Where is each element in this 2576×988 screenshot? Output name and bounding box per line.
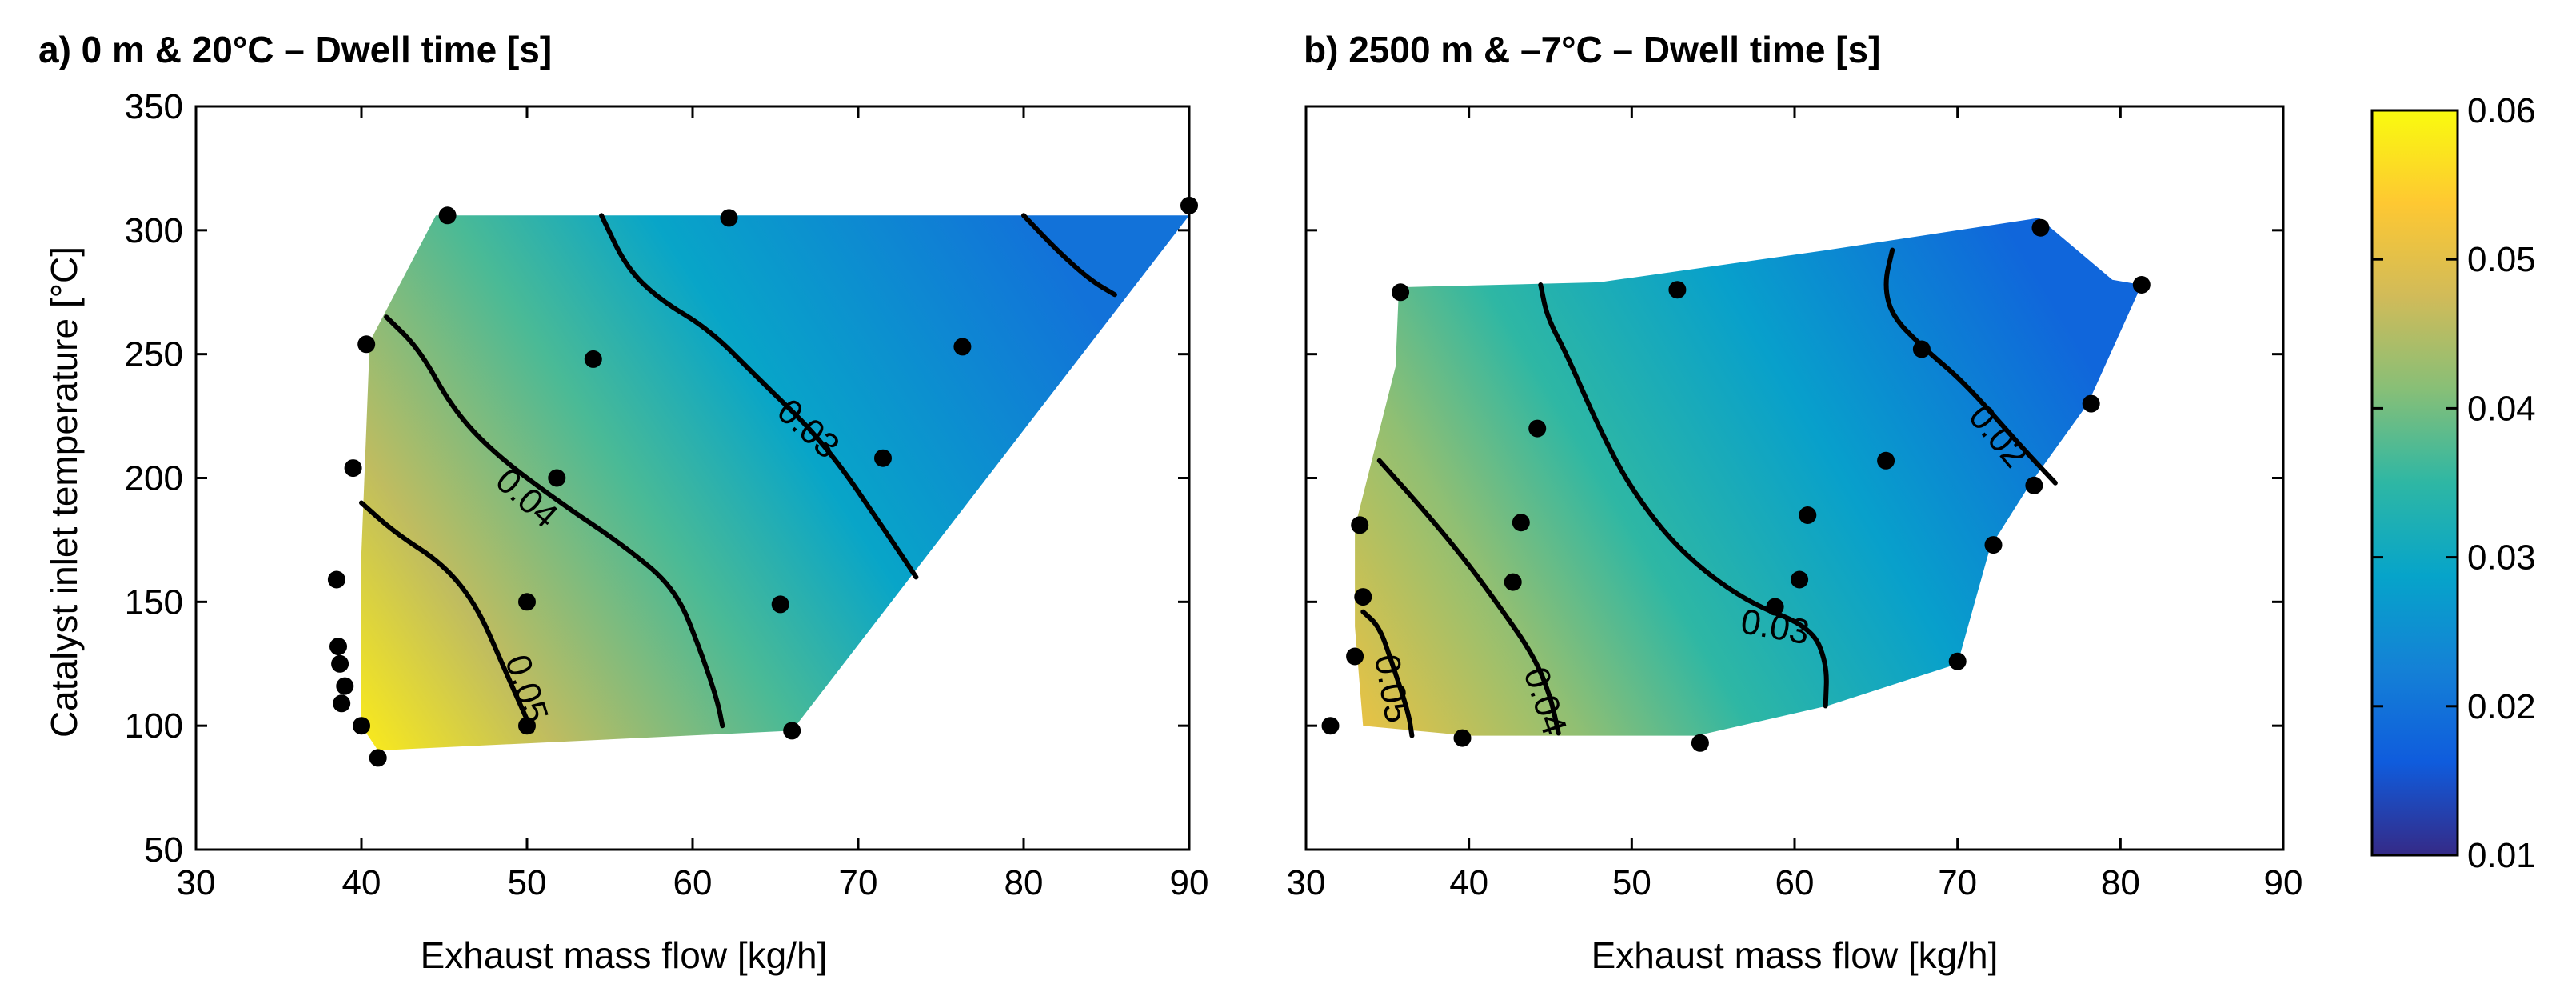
panel-b-data-point [1791, 570, 1809, 589]
panel-a-xtick-label: 70 [839, 863, 878, 902]
colorbar-ramp [2372, 110, 2458, 855]
panel-b-xtick-label: 70 [1938, 863, 1977, 902]
panel-a-xtick-label: 40 [342, 863, 381, 902]
colorbar-tick-label: 0.06 [2467, 91, 2536, 130]
panel-a-data-point [331, 654, 349, 673]
panel-a: a) 0 m & 20°C – Dwell time [s] 0.050.040… [38, 29, 1208, 976]
panel-a-ytick-label: 350 [125, 87, 183, 126]
colorbar-frame [2370, 109, 2459, 857]
panel-b-data-point [2025, 476, 2043, 494]
panel-b-data-point [1504, 573, 1522, 591]
panel-a-xlabel: Exhaust mass flow [kg/h] [421, 934, 828, 976]
colorbar-tick-label: 0.03 [2467, 538, 2536, 578]
colorbar-tick-label: 0.05 [2467, 240, 2536, 279]
panel-a-ytick-label: 300 [125, 211, 183, 250]
panel-a-xtick-label: 30 [177, 863, 216, 902]
panel-a-xtick-label: 50 [508, 863, 547, 902]
panel-a-contour-line [359, 500, 535, 734]
panel-a-xtick-label: 80 [1004, 863, 1044, 902]
panel-a-data-point [327, 570, 345, 589]
panel-b-title: b) 2500 m & –7°C – Dwell time [s] [1304, 29, 1880, 70]
panel-a-ytick-label: 200 [125, 459, 183, 498]
panel-a-ytick-label: 150 [125, 582, 183, 622]
panel-b-data-point [1321, 717, 1340, 735]
panel-a-xtick-label: 90 [1170, 863, 1209, 902]
panel-b-contour-line [1376, 458, 1561, 736]
panel-a-field [361, 215, 1189, 751]
panel-b-data-point [1948, 652, 1967, 670]
panel-b-xtick-label: 30 [1287, 863, 1326, 902]
panel-a-contour-line [1021, 213, 1117, 298]
panel-b-data-point [1528, 419, 1547, 438]
panel-b-data-point [2082, 394, 2100, 413]
panel-b-data-point [1512, 514, 1530, 532]
panel-b-xtick-label: 40 [1449, 863, 1488, 902]
colorbar: 0.01 0.02 0.03 0.04 0.05 0.06 [2370, 91, 2536, 875]
panel-a-data-point [720, 209, 738, 227]
panel-a-data-point [344, 459, 362, 478]
panel-a-ytick-label: 100 [125, 706, 183, 746]
panel-a-data-point [336, 677, 354, 695]
panel-a-data-point [548, 469, 566, 487]
panel-a-contour-line [599, 213, 919, 580]
colorbar-tick-label: 0.04 [2467, 389, 2536, 428]
panel-b-data-point [1799, 506, 1817, 524]
panel-b-data-point [1877, 451, 1895, 470]
panel-a-data-point [584, 350, 602, 368]
panel-a-xtick-label: 60 [673, 863, 713, 902]
panel-b-data-point [1351, 516, 1369, 534]
panel-b-data-point [1912, 340, 1931, 358]
panel-b-data-point [1984, 536, 2003, 554]
colorbar-tick-label: 0.02 [2467, 687, 2536, 726]
colorbar-tick-label: 0.01 [2467, 836, 2536, 875]
panel-b-data-point [1392, 283, 1410, 302]
panel-a-data-point [783, 722, 801, 740]
panel-a-ytick-label: 50 [144, 830, 183, 870]
panel-a-ytick-label: 250 [125, 335, 183, 374]
panel-b-xtick-label: 50 [1612, 863, 1651, 902]
panel-b-xlabel: Exhaust mass flow [kg/h] [1592, 934, 1999, 976]
panel-b-contour-line [1360, 609, 1415, 738]
panel-a-data-point [369, 749, 387, 767]
panel-b-field [1355, 218, 2142, 736]
panel-b: b) 2500 m & –7°C – Dwell time [s] 0.05 0.… [1287, 29, 2303, 976]
panel-b-data-point [1346, 647, 1364, 666]
panel-a-data-point [874, 449, 892, 467]
panel-a-data-point [353, 717, 370, 735]
panel-a-data-point [518, 593, 536, 611]
panel-b-data-point [1453, 729, 1472, 747]
panel-b-data-point [2031, 218, 2050, 237]
panel-a-data-point [771, 595, 789, 614]
panel-b-data-point [1691, 734, 1709, 752]
panel-a-data-point [518, 717, 536, 735]
panel-a-data-point [953, 338, 972, 356]
panel-a-contour-line [384, 314, 725, 729]
panel-b-xtick-label: 90 [2264, 863, 2303, 902]
panel-b-data-point [2132, 276, 2151, 294]
panel-b-data-point [1354, 588, 1372, 606]
panel-b-data-point [1766, 598, 1784, 616]
panel-b-xtick-label: 80 [2101, 863, 2140, 902]
panel-b-contour-line [1883, 247, 2058, 486]
panel-a-title: a) 0 m & 20°C – Dwell time [s] [38, 29, 552, 70]
panel-b-data-point [1668, 281, 1687, 299]
panel-a-ylabel: Catalyst inlet temperature [°C] [43, 246, 85, 738]
panel-b-xtick-label: 60 [1775, 863, 1815, 902]
panel-a-data-point [357, 335, 376, 354]
panel-a-data-point [333, 694, 351, 713]
panel-a-data-point [329, 638, 347, 656]
panel-a-data-point [438, 206, 457, 225]
panel-b-contour-line [1538, 282, 1829, 709]
